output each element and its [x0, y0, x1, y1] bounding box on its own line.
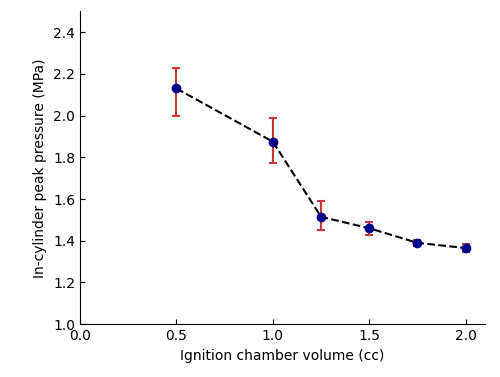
X-axis label: Ignition chamber volume (cc): Ignition chamber volume (cc): [180, 349, 384, 363]
Y-axis label: In-cylinder peak pressure (MPa): In-cylinder peak pressure (MPa): [34, 58, 48, 277]
